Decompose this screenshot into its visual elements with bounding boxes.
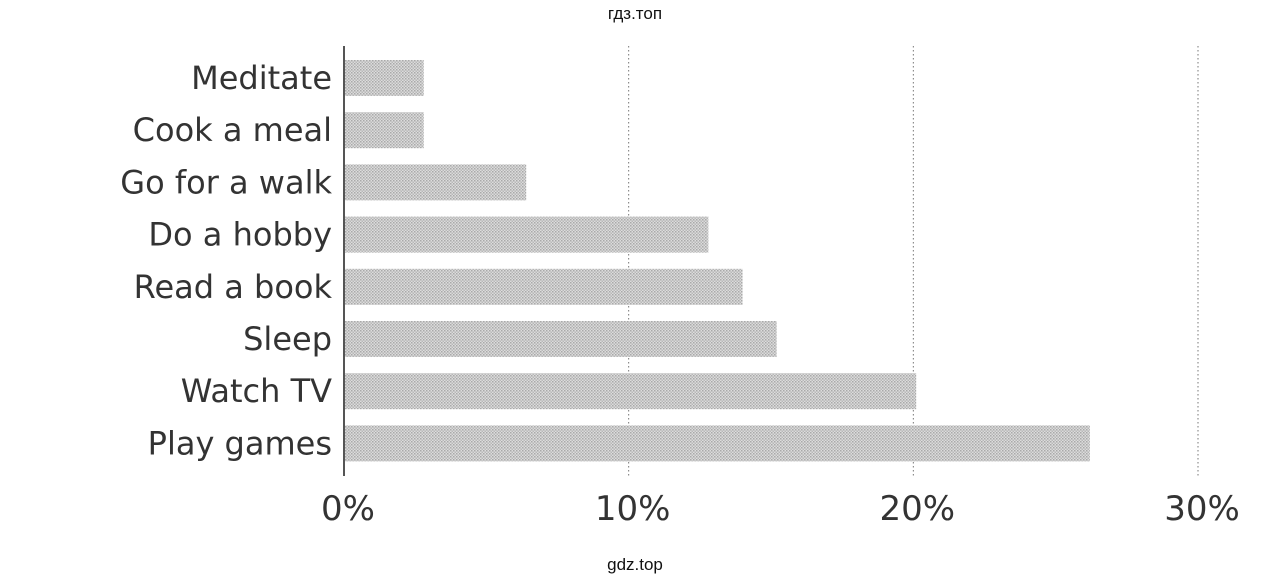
category-label-sleep: Sleep xyxy=(243,320,332,358)
category-labels: Meditate Cook a meal Go for a walk Do a hob… xyxy=(120,59,332,462)
watermark-bottom: gdz.top xyxy=(607,555,663,574)
bar-watch-tv xyxy=(345,373,917,410)
bar-read-a-book xyxy=(345,268,743,305)
watermark-top: гдз.топ xyxy=(607,4,663,23)
gridlines xyxy=(628,46,1199,476)
x-tick-label-0: 0% xyxy=(321,489,375,529)
bar-play-games xyxy=(345,425,1090,462)
category-label-play-games: Play games xyxy=(148,424,332,462)
category-label-do-a-hobby: Do a hobby xyxy=(148,216,332,254)
bar-sleep xyxy=(345,321,777,357)
category-label-go-for-a-walk: Go for a walk xyxy=(120,163,332,201)
category-label-read-a-book: Read a book xyxy=(134,268,333,306)
tick-labels: 0% 10% 20% 30% xyxy=(321,489,1240,529)
bar-cook-a-meal xyxy=(345,112,424,149)
x-tick-label-10: 10% xyxy=(595,489,671,529)
category-label-watch-tv: Watch TV xyxy=(181,372,332,410)
category-label-meditate: Meditate xyxy=(191,59,332,97)
category-label-cook-a-meal: Cook a meal xyxy=(133,111,332,149)
bar-do-a-hobby xyxy=(345,216,709,253)
bars xyxy=(345,60,1090,462)
bar-meditate xyxy=(345,60,424,96)
bar-go-for-a-walk xyxy=(345,164,527,201)
x-tick-label-30: 30% xyxy=(1164,489,1240,529)
x-tick-label-20: 20% xyxy=(880,489,956,529)
